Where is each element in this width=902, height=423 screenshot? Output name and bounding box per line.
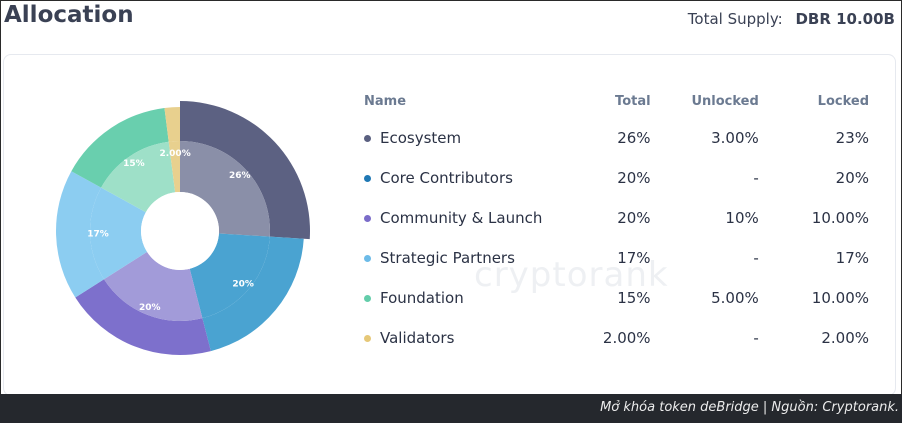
row-name-cell: Strategic Partners — [357, 238, 574, 278]
pie-slice-inner — [189, 233, 270, 319]
row-name: Foundation — [380, 289, 464, 307]
table-row: Ecosystem 26% 3.00% 23% — [357, 118, 869, 158]
row-total: 20% — [617, 169, 651, 187]
header-locked: Locked — [817, 93, 869, 109]
caption-text: Mở khóa token deBridge | Nguồn: Cryptora… — [600, 400, 899, 415]
row-name: Strategic Partners — [380, 249, 515, 267]
pie-slice-outer — [164, 107, 180, 142]
row-name: Validators — [380, 329, 455, 347]
row-name-cell: Ecosystem — [357, 118, 574, 158]
pie-slice-label: 17% — [87, 230, 109, 240]
row-total: 2.00% — [602, 329, 651, 347]
row-locked: 20% — [835, 169, 869, 187]
row-unlocked: - — [753, 329, 759, 347]
legend-dot-icon — [364, 174, 371, 182]
pie-slice-outer — [56, 171, 105, 298]
legend-dot-icon — [364, 254, 371, 262]
row-name: Community & Launch — [380, 209, 543, 227]
table-header-row: Name Total Unlocked Locked — [357, 84, 869, 118]
legend-dot-icon — [364, 334, 371, 342]
row-name-cell: Core Contributors — [357, 158, 574, 198]
row-total: 17% — [617, 249, 651, 267]
legend-dot-icon — [364, 134, 371, 142]
row-unlocked: - — [753, 249, 759, 267]
legend-dot-icon — [364, 294, 371, 302]
pie-slice-inner — [180, 141, 270, 237]
row-locked: 10.00% — [811, 289, 869, 307]
pie-slice-label: 26% — [229, 171, 251, 181]
table-row: Validators 2.00% - 2.00% — [357, 318, 869, 358]
table-row: Core Contributors 20% - 20% — [357, 158, 869, 198]
total-supply-label: Total Supply: — [687, 10, 783, 28]
table-row: Strategic Partners 17% - 17% — [357, 238, 869, 278]
row-locked: 23% — [835, 129, 869, 147]
row-unlocked: - — [753, 169, 759, 187]
pie-center-hole — [141, 192, 219, 270]
pie-slice-label: 20% — [139, 303, 161, 313]
allocation-table: Name Total Unlocked Locked Ecosystem 26% 3… — [357, 84, 869, 358]
row-name-cell: Community & Launch — [357, 198, 574, 238]
total-supply: Total Supply: DBR 10.00B — [688, 10, 895, 28]
watermark: cryptorank — [474, 255, 669, 295]
pie-slice-label: 15% — [123, 159, 145, 169]
row-total: 26% — [617, 129, 651, 147]
row-name: Core Contributors — [380, 169, 513, 187]
row-total: 20% — [617, 209, 651, 227]
pie-slice-outer — [75, 279, 211, 355]
pie-slice-outer — [71, 107, 169, 188]
header-name: Name — [364, 93, 407, 109]
row-name-cell: Foundation — [357, 278, 574, 318]
row-unlocked: 3.00% — [711, 129, 759, 147]
pie-slice-label: 20% — [232, 279, 254, 289]
total-supply-value: DBR 10.00B — [795, 10, 895, 28]
row-name: Ecosystem — [380, 129, 462, 147]
table-row: Foundation 15% 5.00% 10.00% — [357, 278, 869, 318]
row-locked: 17% — [835, 249, 869, 267]
pie-slice-inner — [101, 141, 176, 213]
header-unlocked: Unlocked — [691, 93, 759, 109]
row-name-cell: Validators — [357, 318, 574, 358]
table-row: Community & Launch 20% 10% 10.00% — [357, 198, 869, 238]
pie-slice-inner — [104, 251, 203, 321]
legend-dot-icon — [364, 214, 371, 222]
row-locked: 10.00% — [811, 209, 869, 227]
page-title: Allocation — [4, 2, 134, 28]
allocation-pie-chart: 26% 20% 20% 17% 15% 2.00% — [56, 101, 310, 355]
header-total: Total — [615, 93, 651, 109]
pie-slice-outer — [180, 101, 310, 240]
row-locked: 2.00% — [821, 329, 869, 347]
caption-bar: Mở khóa token deBridge | Nguồn: Cryptora… — [0, 394, 902, 423]
row-total: 15% — [617, 289, 651, 307]
row-unlocked: 10% — [725, 209, 759, 227]
pie-slice-inner — [89, 187, 148, 280]
pie-slice-outer — [202, 236, 304, 352]
row-unlocked: 5.00% — [711, 289, 759, 307]
pie-slice-label: 2.00% — [159, 149, 190, 159]
pie-slice-inner — [168, 141, 180, 193]
